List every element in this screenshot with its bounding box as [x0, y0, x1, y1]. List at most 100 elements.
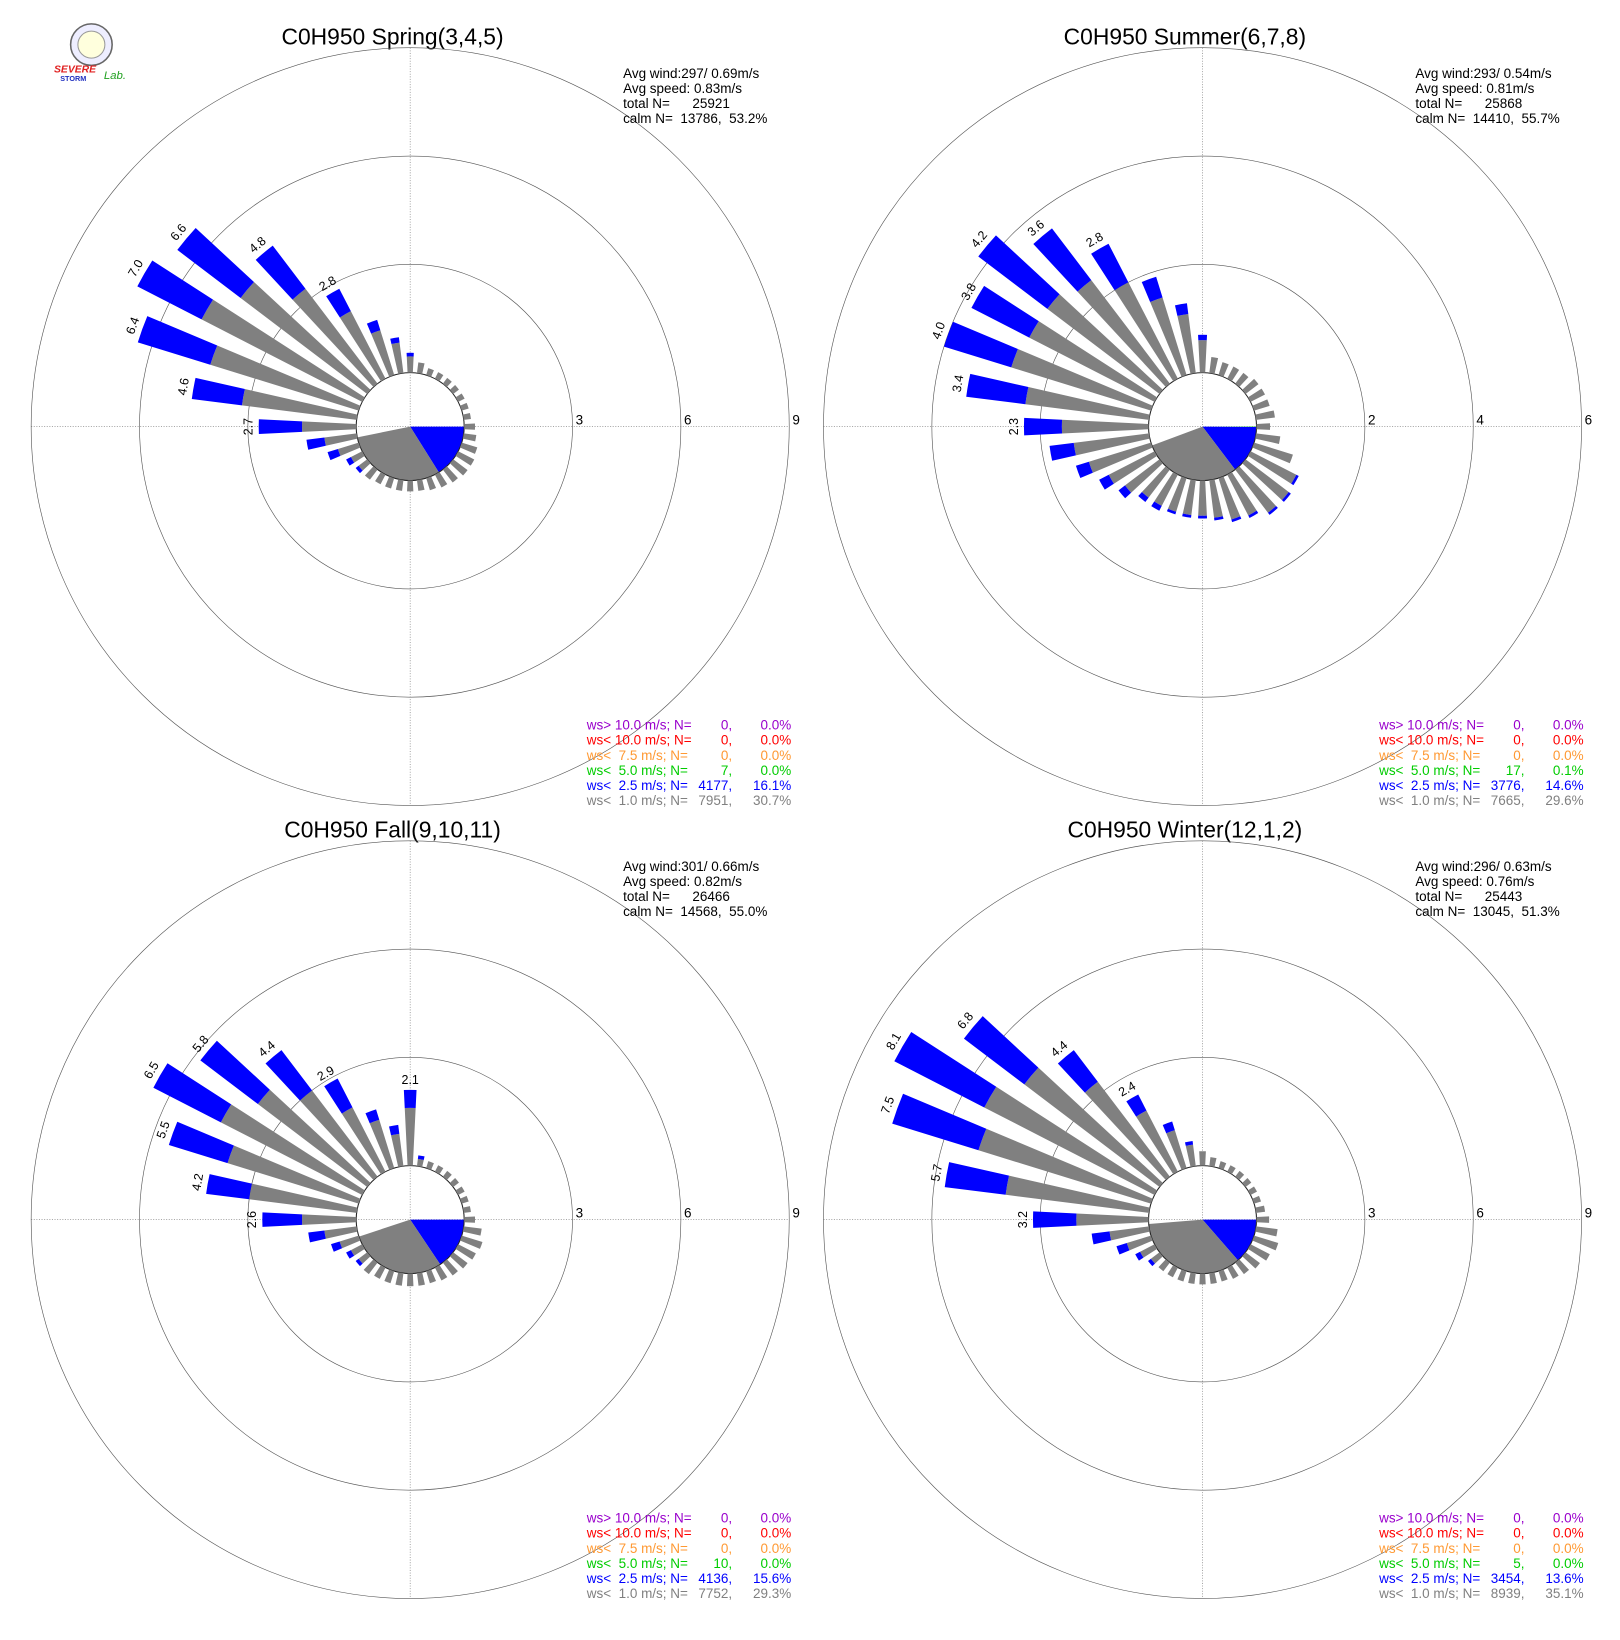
- legend-count: 4177,: [698, 778, 732, 793]
- bar-segment: [302, 421, 357, 432]
- bar-segment: [1154, 471, 1178, 506]
- bar-segment: [464, 423, 476, 430]
- legend-count: 7752,: [698, 1586, 732, 1601]
- legend-percent: 0.0%: [761, 733, 792, 748]
- bar-segment: [1005, 1175, 1150, 1213]
- bar-segment: [1024, 1067, 1163, 1187]
- bar-segment: [299, 1090, 378, 1181]
- bar-segment: [1255, 1226, 1278, 1237]
- bar-segment: [331, 1241, 343, 1252]
- logo-text: STORM: [60, 74, 86, 83]
- bar-segment: [462, 1226, 482, 1236]
- legend-label: ws< 10.0 m/s; N=: [1378, 1526, 1484, 1541]
- bar-segment: [1218, 1161, 1227, 1170]
- bar-segment: [1061, 419, 1149, 434]
- legend-label: ws< 1.0 m/s; N=: [1378, 793, 1480, 808]
- bar-segment: [346, 1250, 355, 1259]
- bar-segment: [341, 1107, 386, 1175]
- bar-segment: [462, 1206, 471, 1213]
- bar-segment: [894, 1031, 997, 1108]
- legend-label: ws< 2.5 m/s; N=: [586, 778, 688, 793]
- legend-label: ws< 5.0 m/s; N=: [586, 763, 688, 778]
- bar-segment: [308, 1230, 326, 1243]
- bar-label: 5.5: [154, 1119, 173, 1140]
- ring: [247, 264, 573, 590]
- legend-count: 3776,: [1491, 778, 1525, 793]
- bar-segment: [1198, 340, 1207, 373]
- bar-segment: [358, 1252, 371, 1264]
- bar-segment: [1218, 362, 1229, 377]
- legend-count: 0,: [721, 1511, 732, 1526]
- bar-segment: [371, 330, 395, 377]
- bar-segment: [249, 1183, 358, 1213]
- chart-title: C0H950 Winter(12,1,2): [1067, 817, 1302, 843]
- bar-segment: [369, 1119, 395, 1170]
- bar-segment: [201, 299, 365, 402]
- legend-percent: 0.0%: [761, 748, 792, 763]
- legend-percent: 0.0%: [1553, 733, 1584, 748]
- bar-segment: [1242, 1178, 1252, 1187]
- bar-segment: [434, 372, 444, 382]
- bar-segment: [459, 1195, 469, 1204]
- logo-seal-inner: [77, 30, 106, 59]
- bar-segment: [455, 451, 475, 466]
- bar-segment: [426, 1161, 434, 1170]
- legend-count: 0,: [1513, 718, 1524, 733]
- legend-label: ws> 10.0 m/s; N=: [586, 1511, 692, 1526]
- bar-segment: [326, 288, 351, 318]
- legend-count: 17,: [1506, 763, 1525, 778]
- bar-segment: [403, 1089, 417, 1109]
- bar-segment: [416, 479, 425, 491]
- bar-segment: [1256, 1216, 1270, 1223]
- bar-segment: [966, 373, 1029, 405]
- bar-segment: [1148, 1258, 1155, 1267]
- stat-line: Avg speed: 0.83m/s: [623, 81, 742, 96]
- legend-percent: 0.0%: [1553, 748, 1584, 763]
- class-wedge: [357, 426, 439, 481]
- bar-segment: [1140, 1244, 1158, 1258]
- bar-segment: [1177, 1269, 1187, 1282]
- bar-segment: [262, 1212, 303, 1227]
- legend-percent: 30.7%: [753, 793, 791, 808]
- bar-segment: [363, 1259, 378, 1275]
- bar-segment: [449, 1252, 468, 1269]
- bar-segment: [978, 235, 1060, 309]
- bar-segment: [1141, 466, 1170, 498]
- legend-label: ws< 2.5 m/s; N=: [1378, 1571, 1480, 1586]
- ring: [931, 155, 1474, 698]
- bar-segment: [459, 442, 478, 454]
- bar-segment: [241, 389, 358, 420]
- bar-segment: [455, 1186, 465, 1195]
- legend-percent: 0.0%: [761, 1541, 792, 1556]
- bar-segment: [1126, 1094, 1147, 1117]
- legend-label: ws< 1.0 m/s; N=: [586, 1586, 688, 1601]
- bar-segment: [257, 1089, 371, 1187]
- stat-line: Avg wind:296/ 0.63m/s: [1415, 859, 1551, 874]
- bar-segment: [324, 1078, 353, 1114]
- legend-count: 4136,: [698, 1571, 732, 1586]
- bar-segment: [406, 352, 414, 357]
- legend-label: ws< 7.5 m/s; N=: [586, 1541, 688, 1556]
- bar-segment: [1126, 1235, 1153, 1251]
- legend-percent: 0.0%: [761, 1511, 792, 1526]
- bar-segment: [1199, 1151, 1206, 1166]
- bar-segment: [459, 1235, 483, 1249]
- bar-segment: [153, 1063, 232, 1123]
- bar-label: 2.7: [242, 418, 256, 435]
- bar-segment: [1209, 479, 1223, 518]
- bar-segment: [1252, 1195, 1262, 1204]
- legend-percent: 0.0%: [761, 1556, 792, 1571]
- class-wedge: [1202, 1219, 1257, 1261]
- legend-percent: 0.0%: [1553, 1541, 1584, 1556]
- bar-label: 4.6: [175, 377, 192, 397]
- bar-segment: [1255, 410, 1275, 420]
- legend-count: 8939,: [1491, 1586, 1525, 1601]
- bar-segment: [1077, 280, 1170, 388]
- legend-label: ws< 5.0 m/s; N=: [586, 1556, 688, 1571]
- bar-segment: [391, 1133, 404, 1167]
- legend-count: 0,: [1513, 748, 1524, 763]
- legend-label: ws< 2.5 m/s; N=: [586, 1571, 688, 1586]
- stat-line: Avg speed: 0.81m/s: [1415, 81, 1534, 96]
- legend-count: 7,: [721, 763, 732, 778]
- ring: [823, 47, 1582, 806]
